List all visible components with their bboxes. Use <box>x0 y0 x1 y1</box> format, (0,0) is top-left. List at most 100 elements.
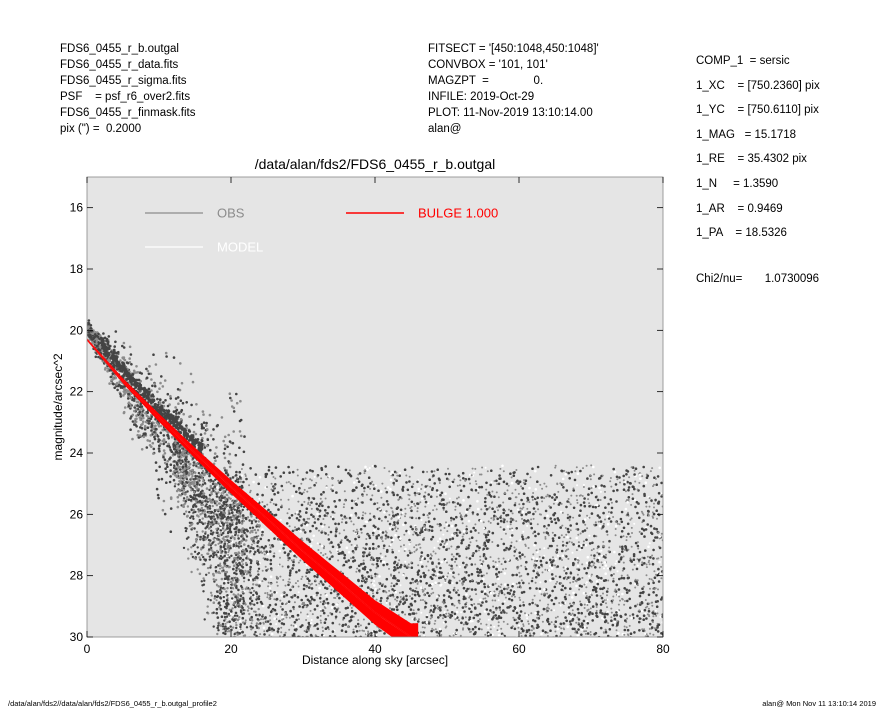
obs-point <box>455 638 458 641</box>
obs-point <box>269 614 271 617</box>
obs-point <box>410 485 414 489</box>
obs-point <box>148 365 151 368</box>
obs-point <box>114 330 118 333</box>
obs-point <box>569 581 572 584</box>
obs-point <box>414 494 417 497</box>
obs-point <box>525 630 529 633</box>
obs-point <box>332 517 335 521</box>
obs-point <box>532 507 536 510</box>
obs-point <box>290 514 294 517</box>
obs-point <box>265 569 268 572</box>
obs-point <box>427 560 429 563</box>
obs-point <box>95 342 98 345</box>
obs-point <box>417 608 420 611</box>
obs-point <box>223 577 227 580</box>
obs-point <box>324 532 327 535</box>
obs-point <box>467 544 471 547</box>
obs-point <box>145 376 149 380</box>
obs-point <box>175 412 178 415</box>
obs-point <box>569 602 572 605</box>
obs-point <box>280 484 284 488</box>
obs-point <box>499 586 502 589</box>
header-left-line-4: PSF = psf_r6_over2.fits <box>60 91 191 103</box>
obs-point <box>521 553 524 556</box>
obs-point <box>433 517 436 521</box>
obs-point <box>366 570 369 574</box>
obs-point <box>307 615 309 618</box>
obs-point <box>259 622 262 625</box>
obs-point <box>420 527 423 530</box>
obs-point <box>357 642 359 644</box>
obs-point <box>400 497 403 500</box>
obs-point <box>601 564 604 566</box>
obs-point <box>438 482 441 484</box>
obs-point <box>424 601 428 605</box>
obs-point <box>250 622 253 625</box>
obs-point <box>303 639 305 641</box>
obs-point <box>616 637 619 640</box>
obs-point <box>325 473 328 476</box>
obs-point <box>521 534 524 536</box>
obs-point <box>464 616 467 619</box>
obs-point <box>647 512 650 515</box>
obs-point <box>465 510 468 513</box>
obs-point <box>625 626 628 629</box>
obs-point <box>154 461 158 464</box>
obs-point <box>493 590 496 593</box>
obs-point <box>605 590 609 593</box>
obs-point <box>195 403 198 406</box>
obs-point <box>614 483 618 486</box>
obs-point <box>274 603 278 606</box>
obs-point <box>473 606 477 609</box>
obs-point <box>461 583 464 586</box>
obs-point <box>268 550 272 553</box>
obs-point <box>328 542 331 545</box>
obs-point <box>439 566 442 570</box>
obs-point <box>185 424 188 427</box>
obs-point <box>385 500 389 503</box>
obs-point <box>565 533 568 536</box>
obs-point <box>429 638 432 641</box>
obs-point <box>409 608 413 611</box>
obs-point <box>498 591 501 593</box>
obs-point <box>557 490 560 493</box>
obs-point <box>622 555 625 558</box>
obs-point <box>526 524 529 527</box>
obs-point <box>362 553 365 556</box>
obs-point <box>630 638 632 640</box>
obs-point <box>530 629 533 632</box>
obs-point <box>285 593 289 597</box>
obs-point <box>319 608 322 611</box>
obs-point <box>381 540 384 543</box>
obs-point <box>520 485 523 488</box>
obs-point <box>143 386 146 390</box>
obs-point <box>267 465 271 469</box>
obs-point <box>524 513 528 516</box>
obs-point <box>427 502 430 505</box>
obs-point <box>590 487 593 489</box>
obs-point <box>136 433 139 437</box>
obs-point <box>425 615 429 619</box>
obs-point <box>509 589 513 592</box>
obs-point <box>361 576 365 580</box>
obs-point <box>288 471 291 475</box>
obs-point <box>249 491 252 494</box>
obs-point <box>172 410 176 413</box>
obs-point <box>440 560 444 564</box>
obs-point <box>445 538 448 542</box>
obs-point <box>461 471 465 475</box>
obs-point <box>113 350 116 354</box>
obs-point <box>483 533 486 535</box>
obs-point <box>169 397 172 400</box>
obs-point <box>157 447 161 450</box>
obs-point <box>502 620 505 623</box>
obs-point <box>616 620 619 623</box>
obs-point <box>546 620 550 623</box>
header-middle-line-6: alan@ <box>428 123 462 135</box>
obs-point <box>283 633 286 637</box>
obs-point <box>513 550 517 553</box>
obs-point <box>476 499 479 503</box>
obs-point <box>437 616 440 619</box>
obs-point <box>485 600 488 603</box>
obs-point <box>527 536 530 539</box>
